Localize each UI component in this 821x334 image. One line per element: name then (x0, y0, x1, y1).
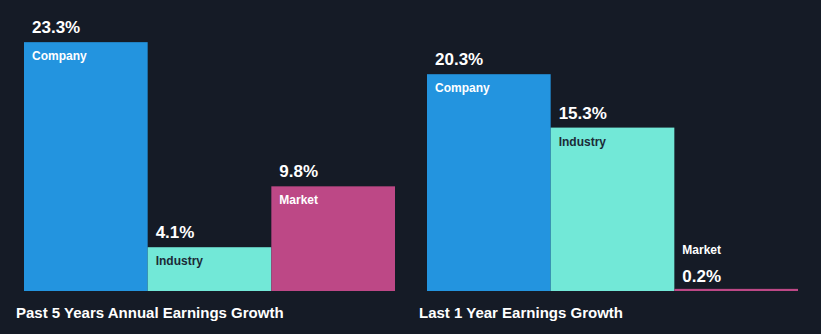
category-label: Company (32, 49, 87, 63)
bar (427, 74, 551, 291)
data-label: 15.3% (559, 104, 607, 123)
bar (674, 289, 798, 291)
bar (148, 247, 272, 291)
data-label: 20.3% (435, 50, 483, 69)
data-label: 0.2% (682, 267, 721, 286)
chart-panel: 20.3% Company 15.3% Industry 0.2% Market Last … (419, 50, 798, 321)
data-label: 4.1% (156, 223, 195, 242)
category-label: Industry (559, 135, 607, 149)
chart-title: Last 1 Year Earnings Growth (419, 304, 623, 321)
bar (271, 186, 395, 291)
bar (24, 42, 148, 291)
chart-panel: 23.3% Company 4.1% Industry 9.8% Market Past 5… (16, 18, 395, 321)
category-label: Market (279, 193, 318, 207)
bars (24, 42, 395, 291)
data-label: 23.3% (32, 18, 80, 37)
category-label: Company (435, 81, 490, 95)
chart-title: Past 5 Years Annual Earnings Growth (16, 304, 284, 321)
background (0, 0, 821, 334)
labels: 23.3% Company 4.1% Industry 9.8% Market (32, 18, 318, 268)
chart-svg: 23.3% Company 4.1% Industry 9.8% Market Past 5… (0, 0, 821, 334)
category-label: Market (682, 243, 721, 257)
category-label: Industry (156, 254, 204, 268)
data-label: 9.8% (279, 162, 318, 181)
labels: 20.3% Company 15.3% Industry 0.2% Market (435, 50, 721, 286)
bar (551, 128, 675, 291)
chart-root: 23.3% Company 4.1% Industry 9.8% Market Past 5… (0, 0, 821, 334)
bars (427, 74, 798, 291)
